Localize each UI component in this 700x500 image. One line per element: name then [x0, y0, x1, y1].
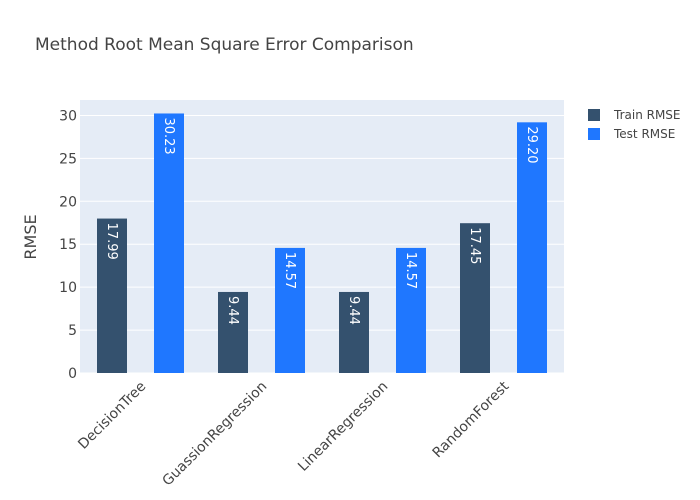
bar-value-label: 14.57 — [282, 252, 297, 289]
bar-train-linearregression[interactable] — [339, 291, 369, 373]
legend-item-train[interactable]: Train RMSE — [588, 108, 681, 122]
y-tick-label: 0 — [68, 366, 77, 382]
y-tick-label: 15 — [59, 237, 77, 253]
x-tick-label: RandomForest — [430, 378, 513, 461]
y-tick-label: 10 — [59, 280, 77, 296]
x-tick-label: LinearRegression — [295, 379, 391, 475]
bar-test-guassionregression[interactable] — [275, 247, 305, 373]
y-tick-label: 25 — [59, 151, 77, 167]
x-tick-label: GuassionRegression — [159, 379, 270, 490]
legend-item-test[interactable]: Test RMSE — [588, 127, 675, 141]
bar-value-label: 9.44 — [346, 296, 361, 325]
bar-test-randomforest[interactable] — [517, 122, 547, 373]
legend-swatch — [588, 109, 600, 121]
chart-title: Method Root Mean Square Error Comparison — [35, 35, 414, 55]
y-axis-ticks: 0 5 10 15 20 25 30 — [59, 108, 77, 382]
legend-label: Train RMSE — [613, 108, 681, 122]
y-tick-label: 30 — [59, 108, 77, 124]
bar-train-guassionregression[interactable] — [218, 291, 248, 373]
y-axis-title: RMSE — [21, 214, 40, 259]
x-tick-label: DecisionTree — [75, 379, 149, 453]
x-axis-ticks: DecisionTree GuassionRegression LinearRegr… — [75, 378, 512, 489]
y-tick-label: 20 — [59, 194, 77, 210]
bar-value-label: 30.23 — [161, 117, 176, 154]
legend-swatch — [588, 128, 600, 140]
y-tick-label: 5 — [68, 323, 77, 339]
data-labels: 17.99 30.23 9.44 14.57 9.44 14.57 17.45 29.20 — [104, 117, 539, 324]
legend-label: Test RMSE — [613, 127, 675, 141]
bar-value-label: 17.99 — [104, 223, 119, 260]
bar-value-label: 29.20 — [524, 126, 539, 163]
legend[interactable]: Train RMSE Test RMSE — [588, 108, 681, 141]
bar-test-decisiontree[interactable] — [154, 113, 184, 373]
bar-value-label: 9.44 — [225, 296, 240, 325]
bar-train-decisiontree[interactable] — [97, 218, 127, 373]
bar-value-label: 17.45 — [467, 227, 482, 264]
bar-value-label: 14.57 — [403, 252, 418, 289]
bar-test-linearregression[interactable] — [396, 247, 426, 373]
bars — [97, 113, 547, 373]
bar-train-randomforest[interactable] — [460, 223, 490, 373]
plot-area — [80, 100, 564, 373]
